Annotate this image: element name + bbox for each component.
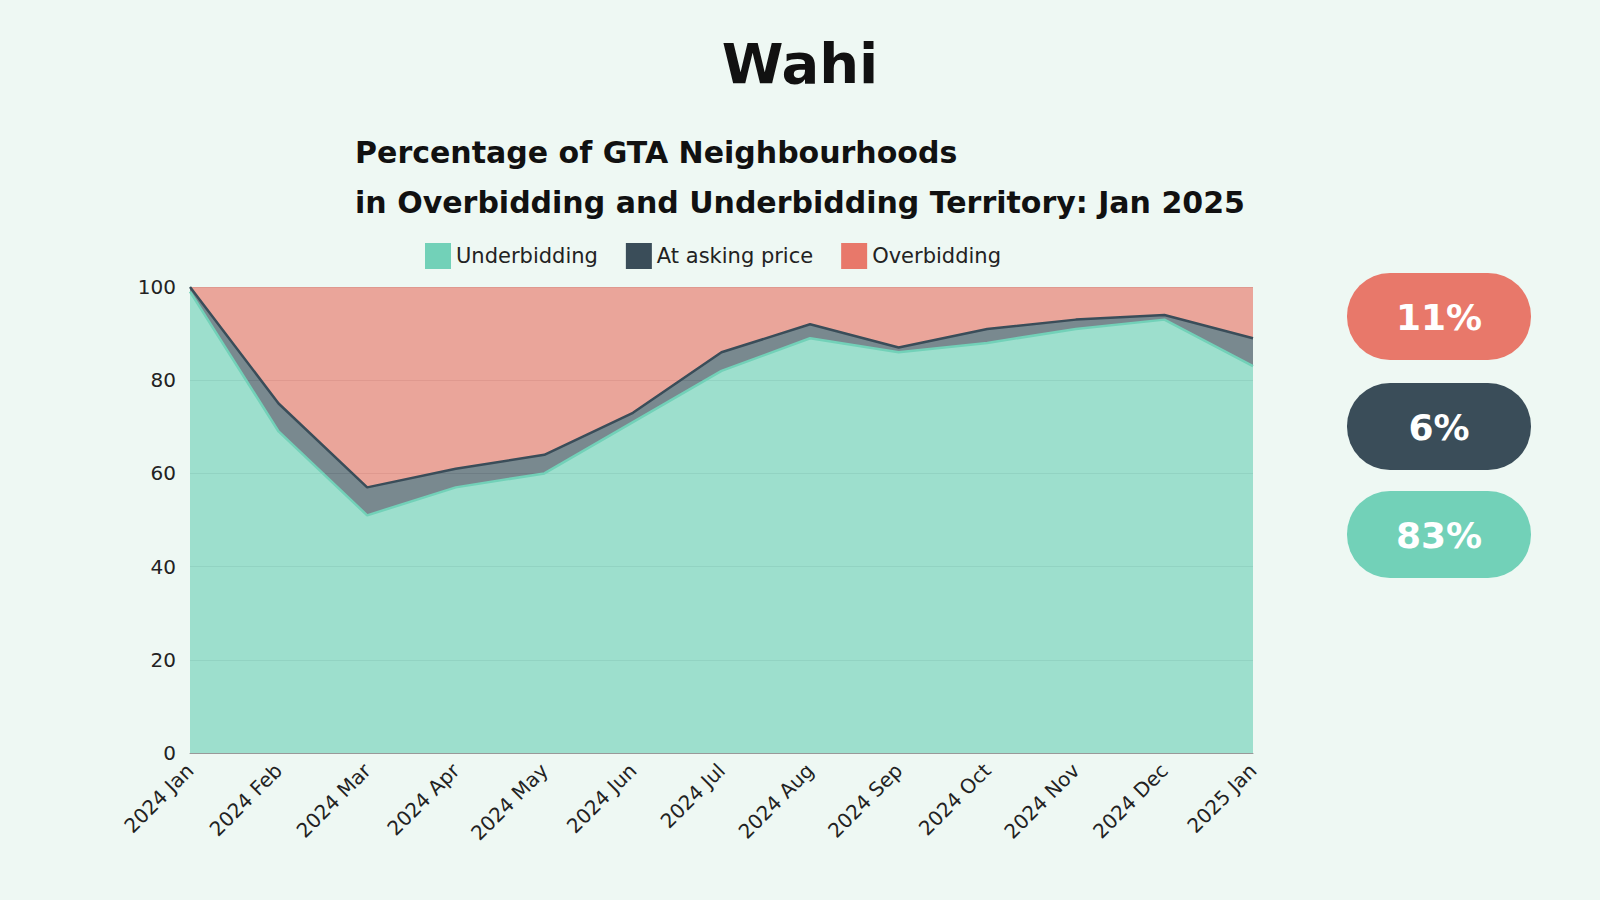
svg-text:Underbidding: Underbidding [456,244,598,268]
svg-text:Percentage of GTA Neighbourhoo: Percentage of GTA Neighbourhoods [355,135,957,170]
svg-text:100: 100 [138,275,176,299]
svg-text:in Overbidding and Underbiddin: in Overbidding and Underbidding Territor… [355,185,1245,220]
svg-text:40: 40 [151,555,176,579]
svg-text:2024 Apr: 2024 Apr [382,758,464,840]
svg-text:2024 Jun: 2024 Jun [562,759,642,839]
svg-text:2024 Oct: 2024 Oct [914,758,996,840]
svg-text:2024 Feb: 2024 Feb [205,759,287,841]
svg-text:2024 Sep: 2024 Sep [823,759,907,843]
svg-text:Wahi: Wahi [722,31,879,96]
svg-text:2024 Mar: 2024 Mar [292,758,377,843]
svg-text:2024 Jan: 2024 Jan [119,759,198,838]
svg-text:2025 Jan: 2025 Jan [1182,759,1261,838]
svg-text:11%: 11% [1396,297,1482,338]
svg-text:At asking price: At asking price [657,244,813,268]
svg-text:83%: 83% [1396,515,1482,556]
svg-text:2024 May: 2024 May [466,758,553,845]
svg-text:60: 60 [151,461,176,485]
svg-text:0: 0 [163,741,176,765]
svg-text:20: 20 [151,648,176,672]
svg-text:2024 Aug: 2024 Aug [734,759,819,844]
svg-text:80: 80 [151,368,176,392]
svg-text:6%: 6% [1408,407,1469,448]
svg-text:Overbidding: Overbidding [872,244,1001,268]
svg-text:2024 Nov: 2024 Nov [999,758,1084,843]
svg-text:2024 Jul: 2024 Jul [656,759,730,833]
svg-text:2024 Dec: 2024 Dec [1088,759,1173,844]
